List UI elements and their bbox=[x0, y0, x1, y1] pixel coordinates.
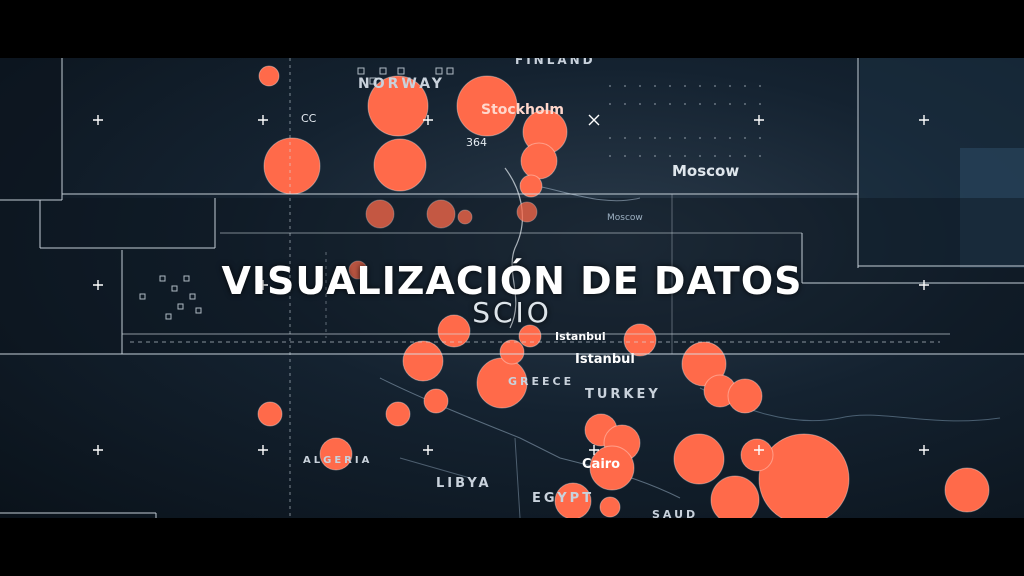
map-marker bbox=[758, 433, 850, 518]
label-saudi: SAUD bbox=[652, 508, 698, 518]
letterbox-top bbox=[0, 0, 1024, 58]
label-moscow-small: Moscow bbox=[607, 213, 643, 223]
label-istanbul-2: Istanbul bbox=[575, 352, 635, 367]
title-block: VISUALIZACIÓN DE DATOS SCIO bbox=[0, 258, 1024, 328]
map-marker bbox=[456, 75, 518, 137]
label-istanbul-1: Istanbul bbox=[555, 330, 606, 343]
map-marker bbox=[367, 75, 429, 137]
main-title: VISUALIZACIÓN DE DATOS bbox=[221, 259, 803, 303]
overlay-cc: CC bbox=[301, 112, 317, 125]
map-marker bbox=[599, 496, 621, 518]
grid-marks bbox=[93, 114, 929, 455]
map-marker bbox=[365, 199, 395, 229]
map-marker bbox=[348, 260, 368, 280]
map-marker bbox=[727, 378, 763, 414]
map-overlay: NORWAY FINLAND Stockholm Moscow Moscow I… bbox=[0, 58, 1024, 518]
map-marker bbox=[589, 445, 635, 491]
map-marker bbox=[499, 339, 525, 365]
map-marker bbox=[944, 467, 990, 513]
panel bbox=[0, 198, 1024, 353]
map-marker bbox=[519, 174, 543, 198]
map-marker bbox=[423, 388, 449, 414]
map-marker bbox=[516, 201, 538, 223]
map-marker bbox=[426, 199, 456, 229]
map-marker bbox=[319, 437, 353, 471]
label-moscow: Moscow bbox=[672, 162, 739, 180]
label-cairo: Cairo bbox=[582, 457, 620, 472]
overlay-number: 364 bbox=[466, 136, 487, 149]
map-marker bbox=[263, 137, 321, 195]
map-marker bbox=[437, 314, 471, 348]
map-marker bbox=[554, 482, 592, 518]
map-marker bbox=[681, 341, 727, 387]
map-marker bbox=[740, 438, 774, 472]
map-marker bbox=[258, 65, 280, 87]
map-marker bbox=[373, 138, 427, 192]
label-finland: FINLAND bbox=[515, 58, 596, 67]
map-marker bbox=[673, 433, 725, 485]
map-marker bbox=[402, 340, 444, 382]
map-marker bbox=[710, 475, 760, 518]
map-marker bbox=[623, 323, 657, 357]
map-marker bbox=[457, 209, 473, 225]
label-greece: GREECE bbox=[508, 375, 574, 388]
panel bbox=[960, 148, 1024, 268]
map-marker bbox=[385, 401, 411, 427]
subtitle: SCIO bbox=[472, 296, 552, 329]
square-clusters bbox=[139, 67, 454, 320]
label-algeria: ALGERIA bbox=[303, 455, 372, 466]
label-libya: LIBYA bbox=[436, 476, 492, 491]
frame-lines bbox=[0, 58, 1024, 518]
video-frame: NORWAY FINLAND Stockholm Moscow Moscow I… bbox=[0, 58, 1024, 518]
label-stockholm: Stockholm bbox=[481, 102, 564, 118]
panel bbox=[0, 58, 62, 198]
data-markers bbox=[257, 65, 990, 518]
label-turkey: TURKEY bbox=[585, 387, 661, 402]
label-egypt: EGYPT bbox=[532, 491, 594, 506]
map-marker bbox=[520, 142, 558, 180]
dot-grid bbox=[609, 85, 761, 157]
label-norway: NORWAY bbox=[358, 76, 445, 92]
map-marker bbox=[257, 401, 283, 427]
letterbox-bottom bbox=[0, 518, 1024, 576]
